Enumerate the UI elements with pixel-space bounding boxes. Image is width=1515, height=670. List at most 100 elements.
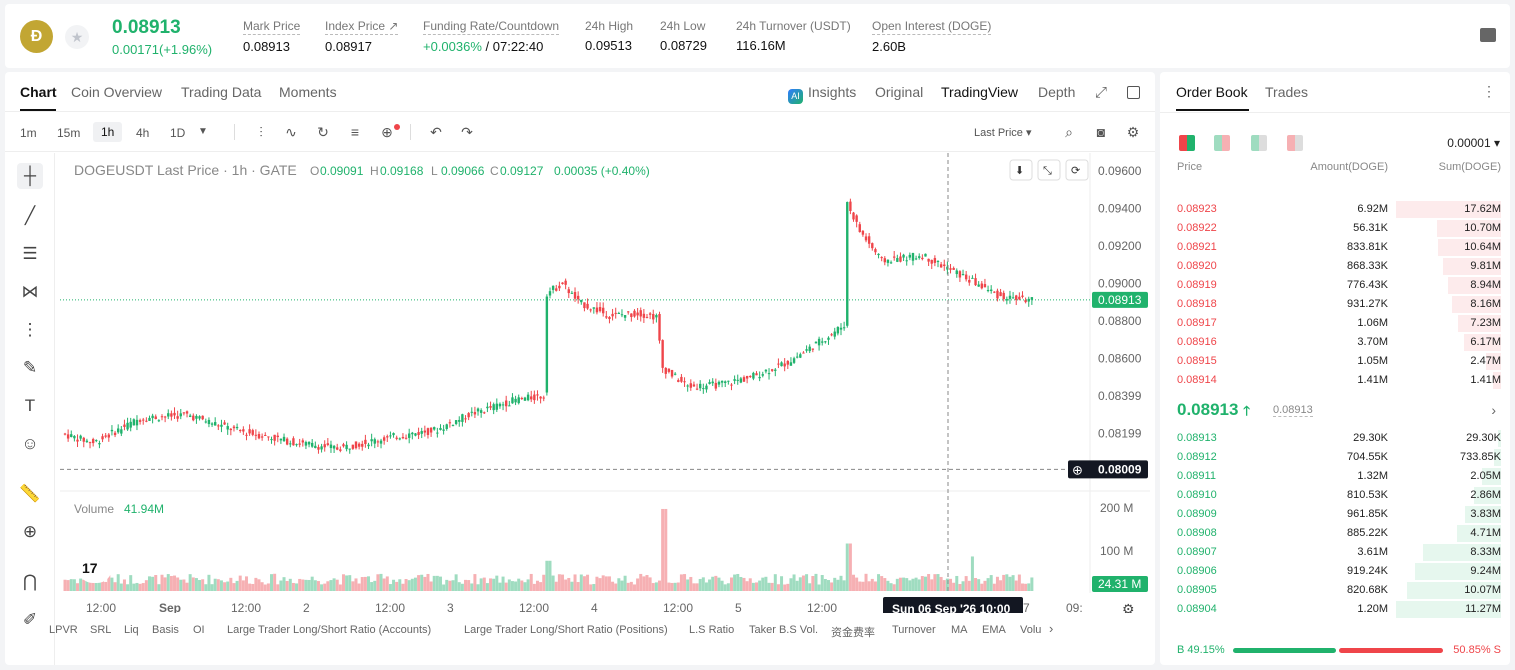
timeframe-4h[interactable]: 4h (136, 126, 150, 140)
volume-bar (248, 583, 252, 591)
indicator-volume[interactable]: Volu (1020, 624, 1042, 636)
timeframe-1h[interactable]: 1h (93, 122, 123, 142)
candle-body (961, 274, 965, 276)
tab-original[interactable]: Original (875, 84, 924, 100)
indicator-ma[interactable]: MA (951, 624, 968, 636)
candlestick-chart[interactable]: 0.09600 0.09400 0.09200 0.09000 0.08800 0.086… (60, 153, 1150, 613)
tab-depth[interactable]: Depth (1038, 84, 1076, 100)
ask-row[interactable]: 0.08915 1.05M 2.47M (1160, 352, 1510, 371)
mid-price[interactable]: 0.08913 🡑 (1177, 400, 1250, 424)
ask-row[interactable]: 0.08914 1.41M 1.41M (1160, 371, 1510, 390)
view-bids-icon[interactable] (1251, 135, 1267, 151)
lock-drawing-icon[interactable]: ✐ (22, 610, 38, 629)
chart-control-button[interactable] (1009, 159, 1033, 181)
ask-row[interactable]: 0.08920 868.33K 9.81M (1160, 257, 1510, 276)
scroll-right-chevron-icon[interactable]: › (1049, 621, 1054, 636)
indicators-icon[interactable]: ∿ (285, 124, 297, 140)
indicator-oi[interactable]: OI (193, 624, 205, 636)
crosshair-icon[interactable]: ┼ (17, 163, 43, 189)
timeframe-1m[interactable]: 1m (20, 126, 37, 140)
indicator-ema[interactable]: EMA (982, 624, 1006, 636)
tab-chart[interactable]: Chart (20, 84, 57, 100)
bid-row[interactable]: 0.08906 919.24K 9.24M (1160, 562, 1510, 581)
precision-select[interactable]: 0.00001 ▾ (1447, 136, 1500, 150)
tab-trades[interactable]: Trades (1265, 84, 1309, 100)
chart-control-button[interactable] (1065, 159, 1089, 181)
bid-row[interactable]: 0.08910 810.53K 2.86M (1160, 486, 1510, 505)
candlestick-type-icon[interactable]: ⫶ (259, 124, 263, 140)
ask-row[interactable]: 0.08923 6.92M 17.62M (1160, 200, 1510, 219)
timeframe-dropdown-icon[interactable]: ▼ (198, 126, 208, 137)
bid-row[interactable]: 0.08913 29.30K 29.30K (1160, 429, 1510, 448)
view-both-icon[interactable] (1179, 135, 1195, 151)
ask-row[interactable]: 0.08919 776.43K 8.94M (1160, 276, 1510, 295)
bid-row[interactable]: 0.08904 1.20M 11.27M (1160, 600, 1510, 619)
settings-gear-icon[interactable]: ⚙ (1126, 124, 1140, 140)
undo-icon[interactable]: ↶ (430, 124, 442, 140)
timeframe-15m[interactable]: 15m (57, 126, 81, 140)
tab-tradingview[interactable]: TradingView (941, 84, 1019, 100)
bid-row[interactable]: 0.08907 3.61M 8.33M (1160, 543, 1510, 562)
stat-funding-rate[interactable]: Funding Rate/Countdown +0.0036% / 07:22:… (423, 19, 560, 54)
indicator-funding-rate[interactable]: 资金费率 (831, 627, 875, 639)
volume-bar (995, 576, 999, 591)
indicator-ls-positions[interactable]: Large Trader Long/Short Ratio (Positions… (464, 624, 668, 636)
favorite-star-icon[interactable]: ★ (65, 25, 89, 49)
indicator-ls-ratio[interactable]: L.S Ratio (689, 624, 735, 636)
ruler-icon[interactable]: 📏 (19, 484, 41, 503)
bid-row[interactable]: 0.08905 820.68K 10.07M (1160, 581, 1510, 600)
candle-body (767, 373, 771, 375)
tab-insights[interactable]: AI Insights (788, 84, 856, 104)
volume-bar (457, 582, 461, 591)
horizontal-lines-icon[interactable]: ☰ (22, 244, 38, 263)
brush-icon[interactable]: ✎ (22, 358, 38, 377)
indicator-srl[interactable]: SRL (90, 624, 112, 636)
zoom-in-icon[interactable]: ⊕ (22, 522, 38, 541)
ask-row[interactable]: 0.08922 56.31K 10.70M (1160, 219, 1510, 238)
time-axis-label: 09: (1066, 601, 1083, 613)
ask-row[interactable]: 0.08918 931.27K 8.16M (1160, 295, 1510, 314)
window-icon[interactable] (1127, 86, 1140, 99)
bid-row[interactable]: 0.08909 961.85K 3.83M (1160, 505, 1510, 524)
chart-control-button[interactable] (1037, 159, 1061, 181)
price-type-select[interactable]: Last Price ▾ (974, 127, 1032, 139)
tab-trading-data[interactable]: Trading Data (181, 84, 262, 100)
search-icon[interactable]: ⌕ (1065, 124, 1073, 140)
indicator-turnover[interactable]: Turnover (892, 624, 936, 636)
redo-icon[interactable]: ↷ (461, 124, 473, 140)
indicator-liq[interactable]: Liq (124, 624, 139, 636)
templates-icon[interactable]: ≡ (350, 124, 360, 140)
expand-icon[interactable]: ⤢ (1095, 84, 1108, 101)
fib-icon[interactable]: ⋮ (21, 320, 39, 339)
view-asks-icon[interactable] (1287, 135, 1303, 151)
chevron-right-icon[interactable]: › (1491, 402, 1496, 418)
ask-row[interactable]: 0.08921 833.81K 10.64M (1160, 238, 1510, 257)
more-options-icon[interactable]: ⋮ (1482, 83, 1496, 99)
ask-row[interactable]: 0.08916 3.70M 6.17M (1160, 333, 1510, 352)
bid-row[interactable]: 0.08908 885.22K 4.71M (1160, 524, 1510, 543)
stat-index-price[interactable]: Index Price ↗ 0.08917 (325, 19, 399, 54)
trend-line-icon[interactable]: ╱ (24, 206, 36, 225)
tab-coin-overview[interactable]: Coin Overview (71, 84, 163, 100)
replay-icon[interactable]: ↻ (317, 124, 329, 140)
indicator-taker-vol[interactable]: Taker B.S Vol. (749, 624, 819, 636)
add-indicator-icon[interactable]: ⊕ (381, 124, 393, 140)
bid-row[interactable]: 0.08912 704.55K 733.85K (1160, 448, 1510, 467)
tab-order-book[interactable]: Order Book (1176, 84, 1248, 100)
pattern-icon[interactable]: ⋈ (21, 282, 39, 301)
stat-mark-price[interactable]: Mark Price 0.08913 (243, 19, 301, 54)
magnet-icon[interactable]: ⋂ (23, 572, 37, 591)
camera-icon[interactable]: ◙ (1096, 124, 1106, 140)
emoji-icon[interactable]: ☺ (21, 434, 39, 453)
view-split-icon[interactable] (1214, 135, 1230, 151)
ask-row[interactable]: 0.08917 1.06M 7.23M (1160, 314, 1510, 333)
guide-book-icon[interactable] (1480, 28, 1496, 42)
timeframe-1d[interactable]: 1D (170, 126, 186, 140)
text-icon[interactable]: T (24, 396, 36, 415)
indicator-lpvr[interactable]: LPVR (49, 624, 78, 636)
bid-row[interactable]: 0.08911 1.32M 2.05M (1160, 467, 1510, 486)
indicator-basis[interactable]: Basis (152, 624, 179, 636)
tab-moments[interactable]: Moments (279, 84, 337, 100)
stat-open-interest[interactable]: Open Interest (DOGE) 2.60B (872, 19, 992, 54)
indicator-ls-accounts[interactable]: Large Trader Long/Short Ratio (Accounts) (227, 624, 432, 636)
